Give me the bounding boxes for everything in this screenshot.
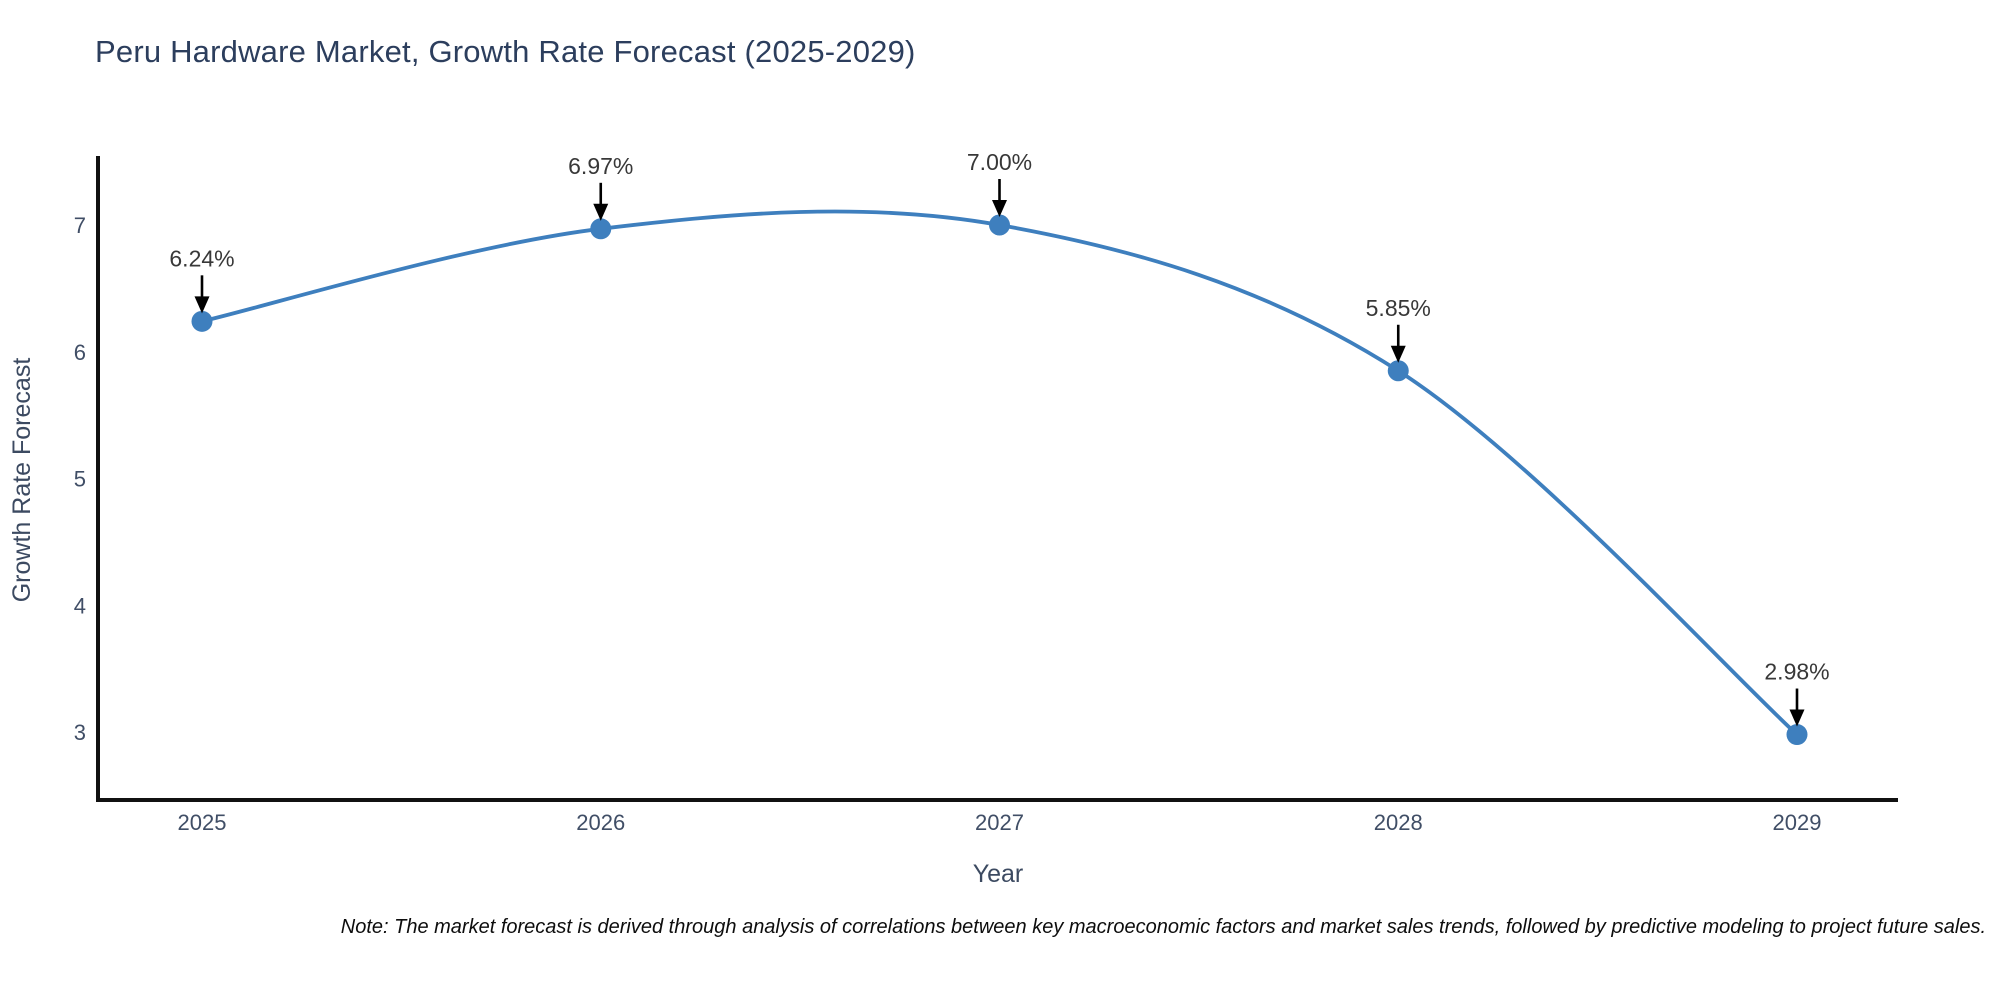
annotation-arrowhead-icon — [593, 203, 609, 221]
data-point-label: 7.00% — [967, 149, 1032, 175]
annotation-arrowhead-icon — [194, 296, 210, 314]
annotation-arrowhead-icon — [1390, 345, 1406, 363]
data-point-label: 6.24% — [169, 245, 234, 271]
x-tick-label: 2029 — [1773, 810, 1822, 835]
data-point-label: 2.98% — [1764, 659, 1829, 685]
y-tick-label: 4 — [74, 593, 86, 618]
data-point-label: 6.97% — [568, 153, 633, 179]
x-tick-label: 2025 — [178, 810, 227, 835]
chart-footnote: Note: The market forecast is derived thr… — [340, 916, 1986, 938]
y-tick-label: 6 — [74, 340, 86, 365]
y-axis-title: Growth Rate Forecast — [8, 358, 36, 603]
data-point-marker — [1387, 360, 1409, 382]
chart-title: Peru Hardware Market, Growth Rate Foreca… — [95, 34, 916, 69]
x-tick-label: 2026 — [576, 810, 625, 835]
y-tick-label: 7 — [74, 213, 86, 238]
x-tick-label: 2027 — [975, 810, 1024, 835]
y-tick-label: 3 — [74, 720, 86, 745]
data-point-marker — [989, 214, 1010, 236]
annotation-arrowhead-icon — [992, 200, 1007, 217]
annotation-arrowhead-icon — [1789, 709, 1805, 727]
forecast-line — [200, 209, 1799, 737]
x-axis-title: Year — [973, 860, 1024, 888]
data-point-marker — [590, 218, 612, 240]
x-tick-label: 2028 — [1374, 810, 1423, 835]
data-point-marker — [1786, 724, 1808, 746]
y-tick-label: 5 — [74, 467, 86, 492]
data-point-label: 5.85% — [1366, 295, 1431, 321]
data-point-marker — [191, 310, 213, 332]
